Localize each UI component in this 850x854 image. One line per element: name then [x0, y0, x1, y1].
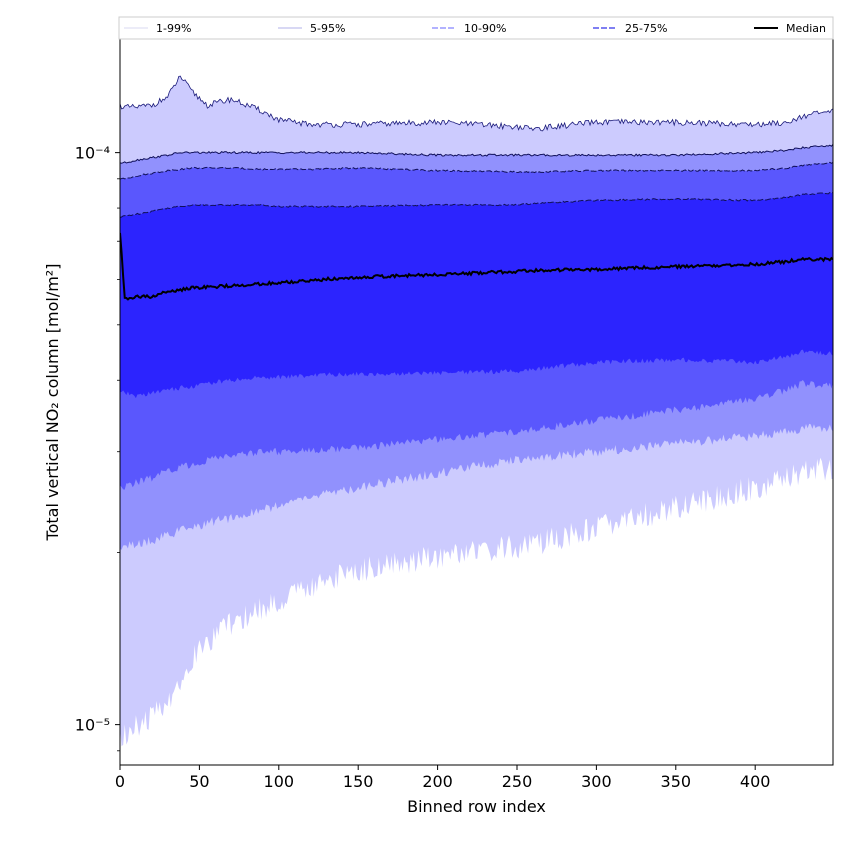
legend-box [118, 16, 834, 40]
band-25-75 [120, 192, 833, 399]
edge-line-25-75 [120, 191, 833, 219]
median-line [120, 232, 833, 301]
x-tick-label: 0 [115, 772, 125, 791]
legend: 1-99% 5-95% 10-90% 25-75% Median [118, 16, 834, 40]
y-tick-label: 10⁻⁴ [75, 144, 110, 163]
y-axis: 10⁻⁵ 10⁻⁴ [75, 144, 120, 752]
x-axis: 0 50 100 150 200 250 300 350 400 [115, 765, 771, 791]
x-tick-label: 150 [343, 772, 374, 791]
x-tick-label: 350 [661, 772, 692, 791]
y-tick-label: 10⁻⁵ [75, 716, 110, 735]
x-tick-label: 50 [189, 772, 209, 791]
x-tick-label: 400 [740, 772, 771, 791]
x-tick-label: 250 [502, 772, 533, 791]
legend-label: Median [786, 22, 826, 35]
edge-line-1-99 [120, 75, 833, 132]
x-tick-label: 200 [422, 772, 453, 791]
edge-line-5-95 [120, 144, 833, 164]
legend-label: 25-75% [625, 22, 667, 35]
edge-line-10-90 [120, 161, 833, 180]
legend-label: 1-99% [156, 22, 191, 35]
y-axis-label: Total vertical NO₂ column [mol/m²] [43, 264, 62, 542]
x-axis-label: Binned row index [407, 797, 546, 816]
legend-label: 10-90% [464, 22, 506, 35]
x-tick-label: 300 [581, 772, 612, 791]
percentile-lines [120, 75, 833, 301]
legend-label: 5-95% [310, 22, 345, 35]
x-tick-label: 100 [264, 772, 295, 791]
percentile-bands [120, 76, 833, 747]
